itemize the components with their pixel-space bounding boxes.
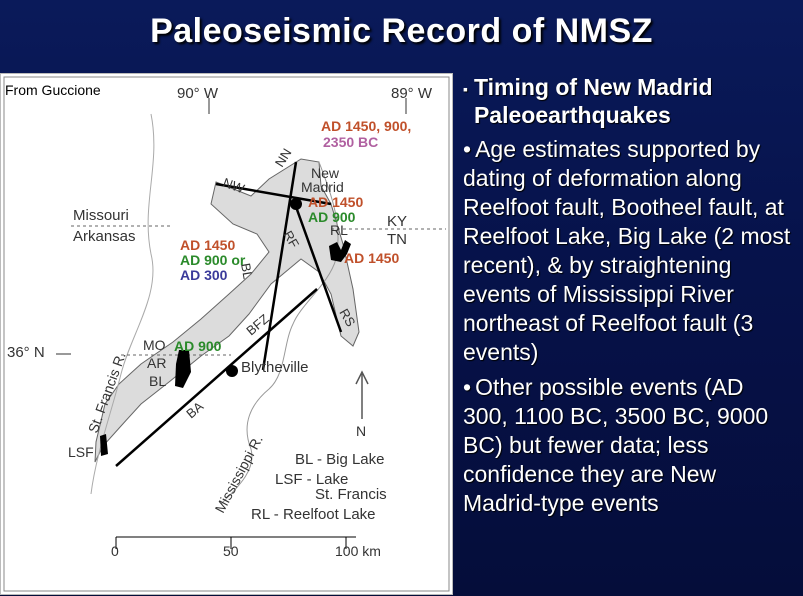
date-big-lake: AD 900 bbox=[174, 338, 222, 354]
north-label: N bbox=[356, 423, 366, 439]
bullet-item-text: Other possible events (AD 300, 1100 BC, … bbox=[463, 374, 769, 516]
date-bl-fault-3: AD 300 bbox=[180, 267, 228, 283]
bullet-heading: ▪ Timing of New Madrid Paleoearthquakes bbox=[463, 73, 793, 129]
ar-label: AR bbox=[147, 355, 166, 371]
legend-rl: RL - Reelfoot Lake bbox=[251, 506, 376, 523]
ky-label: KY bbox=[387, 213, 407, 230]
date-rl: AD 1450 bbox=[344, 250, 399, 266]
date-bl-fault-2: AD 900 or bbox=[180, 252, 246, 268]
blytheville-dot bbox=[226, 365, 238, 377]
scale-label-50: 50 bbox=[223, 543, 239, 559]
map-credit: From Guccione bbox=[5, 82, 101, 98]
rl-label: RL bbox=[330, 222, 348, 238]
new-madrid-label-1: New bbox=[311, 165, 340, 181]
arkansas-label: Arkansas bbox=[73, 228, 136, 245]
ba-fault-label: BA bbox=[183, 398, 206, 421]
date-nm-1: AD 1450 bbox=[308, 194, 363, 210]
blytheville-label: Blytheville bbox=[241, 359, 309, 376]
big-lake-shape bbox=[175, 350, 191, 388]
scale-label-100: 100 km bbox=[335, 543, 381, 559]
slide-title: Paleoseismic Record of NMSZ bbox=[150, 12, 653, 50]
lon-90w-label: 90° W bbox=[177, 85, 219, 102]
square-bullet-icon: ▪ bbox=[463, 81, 468, 97]
map-frame bbox=[3, 76, 450, 592]
lsf-label: LSF bbox=[68, 444, 94, 460]
bullet-item-text: Age estimates supported by dating of def… bbox=[463, 136, 791, 365]
nw-fault-label: NW bbox=[221, 175, 247, 197]
legend-lsf-2: St. Francis bbox=[315, 486, 387, 503]
bullet-item: • Other possible events (AD 300, 1100 BC,… bbox=[463, 373, 793, 518]
dot-bullet-icon: • bbox=[463, 374, 472, 400]
bl-fault-label: BL bbox=[238, 262, 256, 280]
bullet-item: • Age estimates supported by dating of de… bbox=[463, 135, 793, 367]
big-lake-label: BL bbox=[149, 373, 166, 389]
new-madrid-label-2: Madrid bbox=[301, 179, 344, 195]
bullet-heading-text: Timing of New Madrid Paleoearthquakes bbox=[473, 74, 713, 128]
lon-89w-label: 89° W bbox=[391, 85, 433, 102]
lake-st-francis-shape bbox=[100, 434, 108, 456]
lat-36n-label: 36° N bbox=[7, 344, 45, 361]
reelfoot-lake-shape bbox=[329, 240, 351, 262]
map-drawing: 90° W 89° W 36° N Missouri Arkansas KY T… bbox=[3, 76, 450, 592]
date-top-1: AD 1450, 900, bbox=[321, 118, 411, 134]
new-madrid-dot bbox=[290, 198, 302, 210]
mississippi-river-label: Mississippi R. bbox=[212, 432, 266, 515]
tn-label: TN bbox=[387, 231, 407, 248]
legend-lsf-1: LSF - Lake bbox=[275, 471, 348, 488]
map-figure: 90° W 89° W 36° N Missouri Arkansas KY T… bbox=[0, 73, 453, 595]
date-top-2: 2350 BC bbox=[323, 134, 378, 150]
bullet-list: ▪ Timing of New Madrid Paleoearthquakes … bbox=[463, 73, 793, 518]
reelfoot-fault-line bbox=[293, 203, 343, 333]
ba-fault-line bbox=[115, 288, 318, 467]
dot-bullet-icon: • bbox=[463, 136, 472, 162]
mississippi-river-line bbox=[220, 161, 339, 505]
scale-label-0: 0 bbox=[111, 543, 119, 559]
mo-label: MO bbox=[143, 337, 166, 353]
legend-bl: BL - Big Lake bbox=[295, 451, 385, 468]
nw-fault-line bbox=[215, 182, 332, 206]
date-nm-2: AD 900 bbox=[308, 209, 356, 225]
st-francis-river-line bbox=[90, 113, 155, 495]
date-bl-fault-1: AD 1450 bbox=[180, 237, 235, 253]
north-arrowhead-icon bbox=[355, 370, 369, 385]
missouri-label: Missouri bbox=[73, 207, 129, 224]
